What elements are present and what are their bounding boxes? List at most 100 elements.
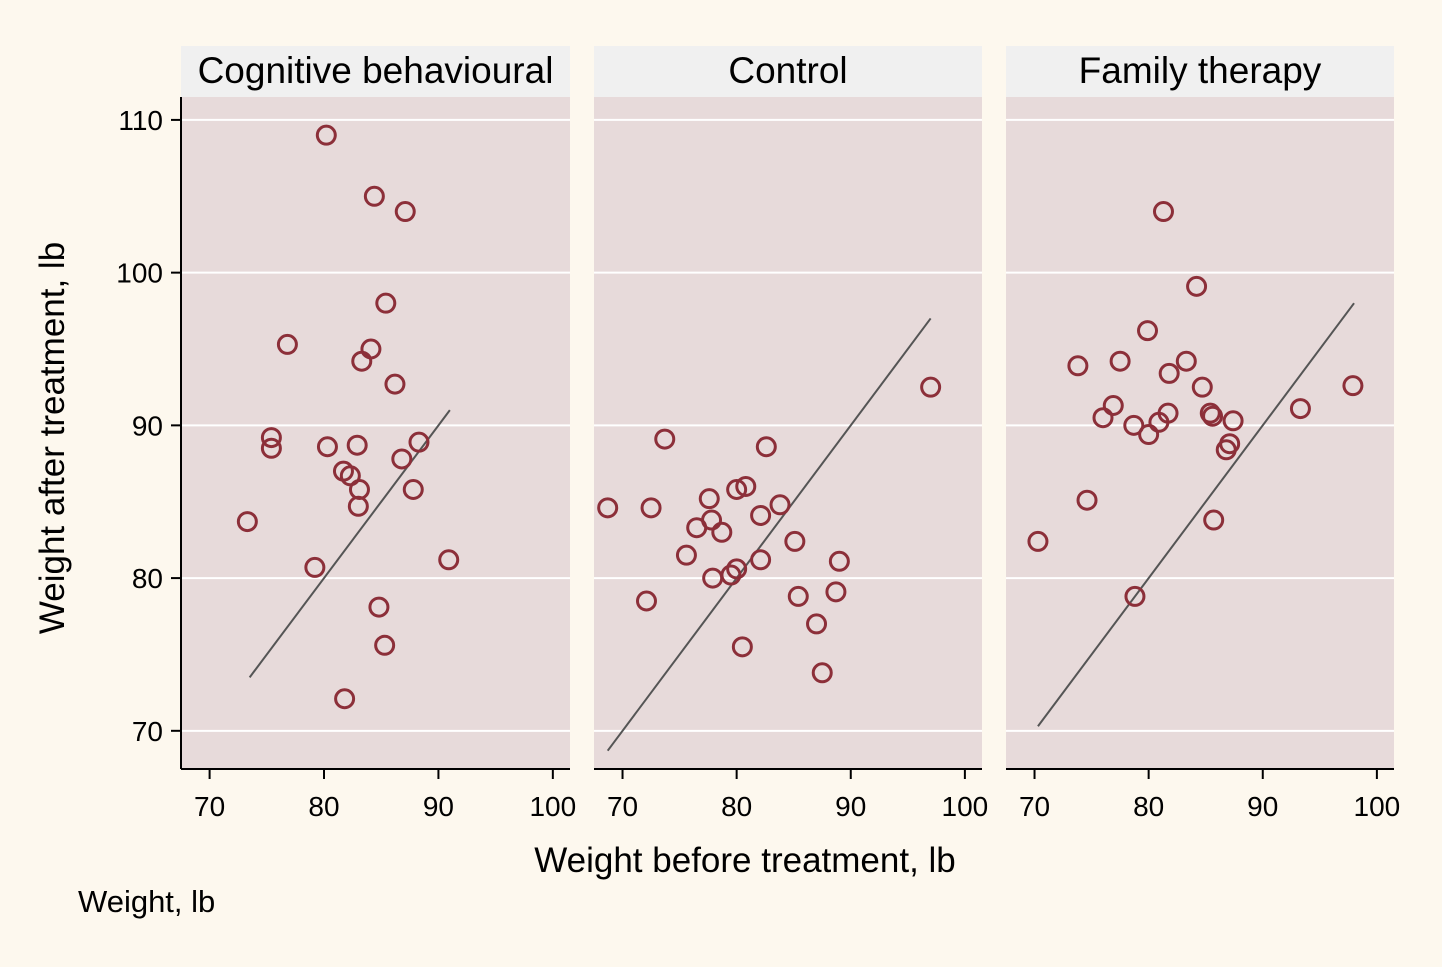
panel-3-x-tick-label: 90 <box>1247 791 1278 822</box>
figure-note: Weight, lb <box>78 884 216 919</box>
panel-2-data-point <box>726 558 748 580</box>
panel-2-reference-line <box>606 317 932 752</box>
panel-3-plot-area <box>1006 97 1394 769</box>
panel-1-data-point <box>316 436 338 458</box>
panel-3-data-point <box>1186 275 1208 297</box>
panel-1-data-point <box>391 448 413 470</box>
panel-1-data-point <box>438 549 460 571</box>
panel-1-reference-line <box>248 409 451 678</box>
panel-1-data-point <box>402 479 424 501</box>
panel-2-x-tick-label: 80 <box>721 791 752 822</box>
panel-3-x-tick-label: 80 <box>1133 791 1164 822</box>
panel-2-data-point <box>811 662 833 684</box>
y-tick-label: 90 <box>132 410 163 441</box>
y-tick-label: 110 <box>118 105 163 136</box>
panel-2-data-point <box>597 497 619 519</box>
panel-3-data-point <box>1199 402 1221 424</box>
y-tick-label: 80 <box>132 563 163 594</box>
panel-1-data-point <box>260 427 282 449</box>
panel-1-title: Cognitive behavioural <box>198 50 554 91</box>
panel-3-data-point <box>1102 395 1124 417</box>
panel-2-data-point <box>750 549 772 571</box>
panel-2-x-tick-label: 70 <box>607 791 638 822</box>
panel-1-data-point <box>334 688 356 710</box>
panel-3-data-point <box>1158 362 1180 384</box>
panel-2-data-point <box>731 636 753 658</box>
panel-1-x-tick-label: 70 <box>194 791 225 822</box>
panel-3-data-point <box>1202 405 1224 427</box>
panel-3-data-point <box>1138 424 1160 446</box>
x-axis-title: Weight before treatment, lb <box>534 841 956 880</box>
panel-2-data-point <box>787 585 809 607</box>
panel-2-data-point <box>654 428 676 450</box>
panel-1-data-point <box>394 201 416 223</box>
panel-1-data-point <box>375 292 397 314</box>
panel-2-title: Control <box>728 50 847 91</box>
y-axis-title: Weight after treatment, lb <box>33 242 72 634</box>
panel-1-x-tick-label: 90 <box>423 791 454 822</box>
panel-2-data-point <box>702 567 724 589</box>
panel-2-data-point <box>750 504 772 526</box>
panel-2-x-tick-label: 90 <box>835 791 866 822</box>
panel-1-data-point <box>346 434 368 456</box>
panel-1-title-strip <box>181 46 570 97</box>
panel-3-data-point <box>1124 585 1146 607</box>
panel-2-data-point <box>686 517 708 539</box>
panel-2-data-point <box>825 581 847 603</box>
panel-3-data-point <box>1092 407 1114 429</box>
panel-1-data-point <box>351 350 373 372</box>
panel-3-data-point <box>1137 320 1159 342</box>
panel-1-data-point <box>408 431 430 453</box>
panel-3-data-point <box>1123 414 1145 436</box>
panel-1-data-point <box>315 124 337 146</box>
panel-2-data-point <box>675 544 697 566</box>
panel-3-data-point <box>1215 439 1237 461</box>
panel-3-x-tick-label: 100 <box>1354 791 1401 822</box>
panel-2-data-point <box>635 590 657 612</box>
panel-1-data-point <box>304 556 326 578</box>
panel-1-x-tick-label: 100 <box>529 791 576 822</box>
panel-1-data-point <box>347 495 369 517</box>
panel-3-data-point <box>1152 201 1174 223</box>
panel-3-data-point <box>1109 350 1131 372</box>
panel-1-x-tick-label: 80 <box>308 791 339 822</box>
panel-3-data-point <box>1222 410 1244 432</box>
panel-3-data-point <box>1027 530 1049 552</box>
y-tick-label: 100 <box>116 258 163 289</box>
panel-3-data-point <box>1342 375 1364 397</box>
panel-1-plot-area <box>181 97 570 769</box>
panel-1-data-point <box>260 437 282 459</box>
panel-2-title-strip <box>594 46 982 97</box>
panel-3-data-point <box>1067 355 1089 377</box>
panel-2-data-point <box>711 521 733 543</box>
panel-3-data-point <box>1076 489 1098 511</box>
panel-2-data-point <box>920 376 942 398</box>
panel-1-data-point <box>236 511 258 533</box>
panel-3-data-point <box>1148 411 1170 433</box>
panel-2-data-point <box>784 530 806 552</box>
panel-1-data-point <box>363 185 385 207</box>
panel-2-data-point <box>640 497 662 519</box>
y-tick-label: 70 <box>132 716 163 747</box>
panel-3-x-tick-label: 70 <box>1019 791 1050 822</box>
panel-1-data-point <box>384 373 406 395</box>
panel-3-reference-line <box>1037 302 1355 727</box>
panel-2-data-point <box>828 550 850 572</box>
panel-2-data-point <box>735 475 757 497</box>
panel-3-title: Family therapy <box>1079 50 1322 91</box>
panel-2-data-point <box>755 436 777 458</box>
panel-2-data-point <box>698 488 720 510</box>
panel-2-x-tick-label: 100 <box>942 791 989 822</box>
panel-2-data-point <box>726 479 748 501</box>
panel-3-title-strip <box>1006 46 1394 97</box>
panel-2-plot-area <box>594 97 982 769</box>
panel-1-data-point <box>276 333 298 355</box>
panel-3-data-point <box>1175 350 1197 372</box>
panel-1-data-point <box>374 634 396 656</box>
panel-3-data-point <box>1289 398 1311 420</box>
panel-1-data-point <box>368 596 390 618</box>
panel-2-data-point <box>769 494 791 516</box>
panel-3-data-point <box>1191 376 1213 398</box>
